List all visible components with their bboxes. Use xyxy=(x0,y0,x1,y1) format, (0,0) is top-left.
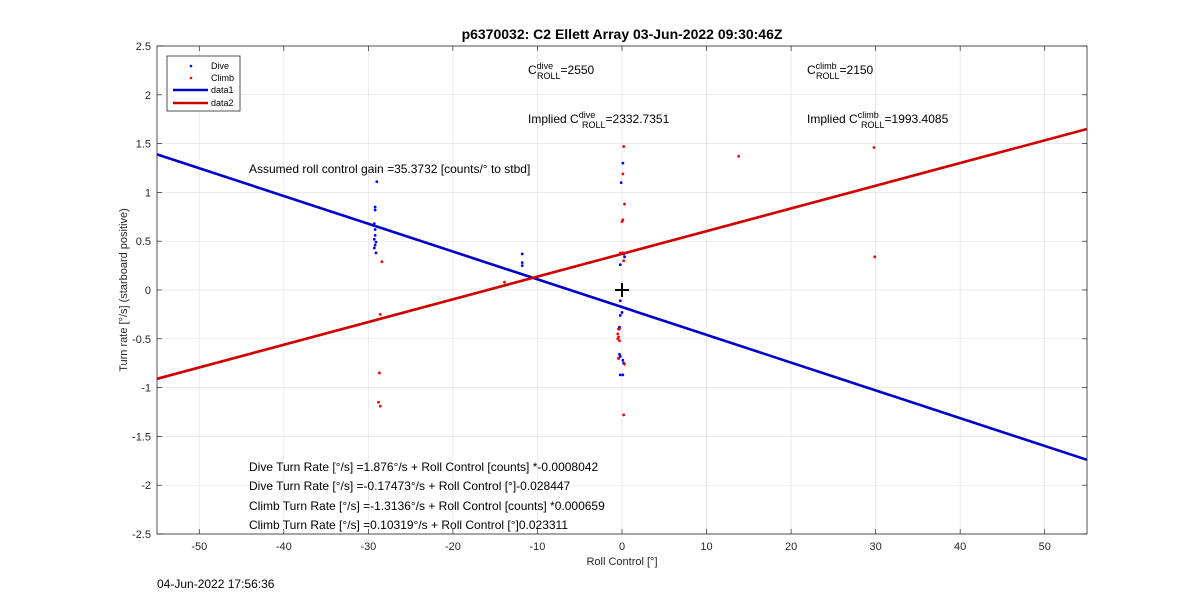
y-tick-label: 0 xyxy=(145,285,151,297)
climb-point xyxy=(617,356,621,360)
y-axis-label: Turn rate [°/s] (starboard positive) xyxy=(118,208,130,372)
climb-point xyxy=(737,154,741,158)
x-tick-label: -30 xyxy=(360,541,376,553)
dive-point xyxy=(520,264,524,267)
x-tick-label: 0 xyxy=(619,541,625,553)
climb-point xyxy=(623,362,626,366)
y-tick-label: 1.5 xyxy=(136,139,151,151)
dive-point xyxy=(621,358,625,362)
y-tick-label: -2 xyxy=(141,480,151,492)
dive-point xyxy=(372,222,376,226)
implied-c-roll-climb-annotation: Implied Cclimb ROLL=1993.4085 xyxy=(807,110,949,130)
climb-point xyxy=(377,400,380,404)
ticks: -50 -40 -30 -20 -10 0 10 20 30 40 50-2.5-2-1.5-1-0… xyxy=(132,41,1087,553)
dive-point xyxy=(373,208,377,212)
dive-point xyxy=(618,373,622,377)
x-tick-label: 20 xyxy=(785,541,797,553)
climb-point xyxy=(380,260,384,264)
y-tick-label: 0.5 xyxy=(136,236,151,248)
x-tick-label: 50 xyxy=(1039,541,1051,553)
x-tick-label: 10 xyxy=(700,541,712,553)
timestamp: 04-Jun-2022 17:56:36 xyxy=(157,577,275,591)
dive-point xyxy=(619,181,623,185)
dive-point xyxy=(623,255,626,259)
legend-label-data2: data2 xyxy=(211,98,234,108)
dive-point xyxy=(520,252,524,256)
x-tick-label: -50 xyxy=(191,541,207,553)
climb-point xyxy=(622,145,626,148)
climb-point xyxy=(621,172,625,176)
dive-point xyxy=(618,354,622,358)
dive-point xyxy=(618,263,622,267)
x-tick-label: -20 xyxy=(445,541,461,553)
series-layer xyxy=(156,127,1088,462)
dive-point xyxy=(374,251,378,255)
dive-point xyxy=(373,205,377,209)
legend-marker-climb xyxy=(189,76,193,80)
dive-point xyxy=(372,246,376,250)
dive-point xyxy=(621,373,625,377)
climb-point xyxy=(618,339,621,343)
legend-label-data1: data1 xyxy=(211,85,234,95)
dive-point xyxy=(375,180,379,184)
y-tick-label: 2 xyxy=(145,90,151,102)
dive-point xyxy=(618,299,622,303)
x-tick-label: 30 xyxy=(870,541,882,553)
dive-fit-counts-annotation: Dive Turn Rate [°/s] =1.876°/s + Roll Co… xyxy=(249,460,598,474)
dive-point xyxy=(621,161,625,165)
legend-label-dive: Dive xyxy=(211,61,229,71)
climb-point xyxy=(622,413,626,417)
climb-point xyxy=(616,337,620,341)
implied-c-roll-dive-annotation: Implied Cdive ROLL=2332.7351 xyxy=(528,110,670,130)
climb-point xyxy=(620,220,624,224)
climb-fit-counts-annotation: Climb Turn Rate [°/s] =-1.3136°/s + Roll… xyxy=(249,499,605,513)
climb-point xyxy=(622,259,626,263)
legend-marker-dive xyxy=(189,64,193,68)
climb-point xyxy=(873,255,877,259)
x-tick-label: -40 xyxy=(276,541,292,553)
climb-point xyxy=(621,251,625,255)
climb-point xyxy=(872,146,876,149)
dive-point xyxy=(618,313,622,317)
y-tick-label: -1 xyxy=(141,383,151,395)
dive-point xyxy=(520,261,524,265)
climb-point xyxy=(377,371,381,375)
climb-point xyxy=(618,251,622,255)
y-tick-label: -2.5 xyxy=(132,529,151,541)
climb-point xyxy=(378,313,382,316)
climb-point xyxy=(623,251,627,255)
climb-point xyxy=(618,327,621,331)
y-tick-label: 1 xyxy=(145,187,151,199)
y-tick-label: -1.5 xyxy=(132,431,151,443)
climb-point xyxy=(623,202,626,206)
x-tick-label: -10 xyxy=(530,541,546,553)
chart-title: p6370032: C2 Ellett Array 03-Jun-2022 09… xyxy=(462,26,783,42)
legend: Dive Climb data1 data2 xyxy=(166,55,241,112)
dive-fit-degrees-annotation: Dive Turn Rate [°/s] =-0.17473°/s + Roll… xyxy=(249,479,571,493)
dive-point xyxy=(372,237,376,241)
x-tick-label: 40 xyxy=(954,541,966,553)
dive-point xyxy=(620,311,624,314)
dive-point xyxy=(373,228,377,231)
climb-point xyxy=(616,332,620,336)
y-tick-label: 2.5 xyxy=(136,41,151,53)
origin-marker xyxy=(615,283,629,297)
legend-label-climb: Climb xyxy=(211,73,234,83)
c-roll-dive-annotation: Cdive ROLL=2550 xyxy=(528,61,595,81)
x-axis-label: Roll Control [°] xyxy=(586,556,657,568)
climb-fit-degrees-annotation: Climb Turn Rate [°/s] =0.10319°/s + Roll… xyxy=(249,518,568,532)
dive-point xyxy=(619,305,623,308)
c-roll-climb-annotation: Cclimb ROLL=2150 xyxy=(807,61,874,81)
climb-point xyxy=(378,404,382,408)
dive-point xyxy=(373,243,377,247)
dive-point xyxy=(373,233,377,237)
climb-point xyxy=(503,280,506,284)
dive-point xyxy=(374,240,378,244)
roll-control-gain-annotation: Assumed roll control gain =35.3732 [coun… xyxy=(249,162,530,176)
y-tick-label: -0.5 xyxy=(132,334,151,346)
